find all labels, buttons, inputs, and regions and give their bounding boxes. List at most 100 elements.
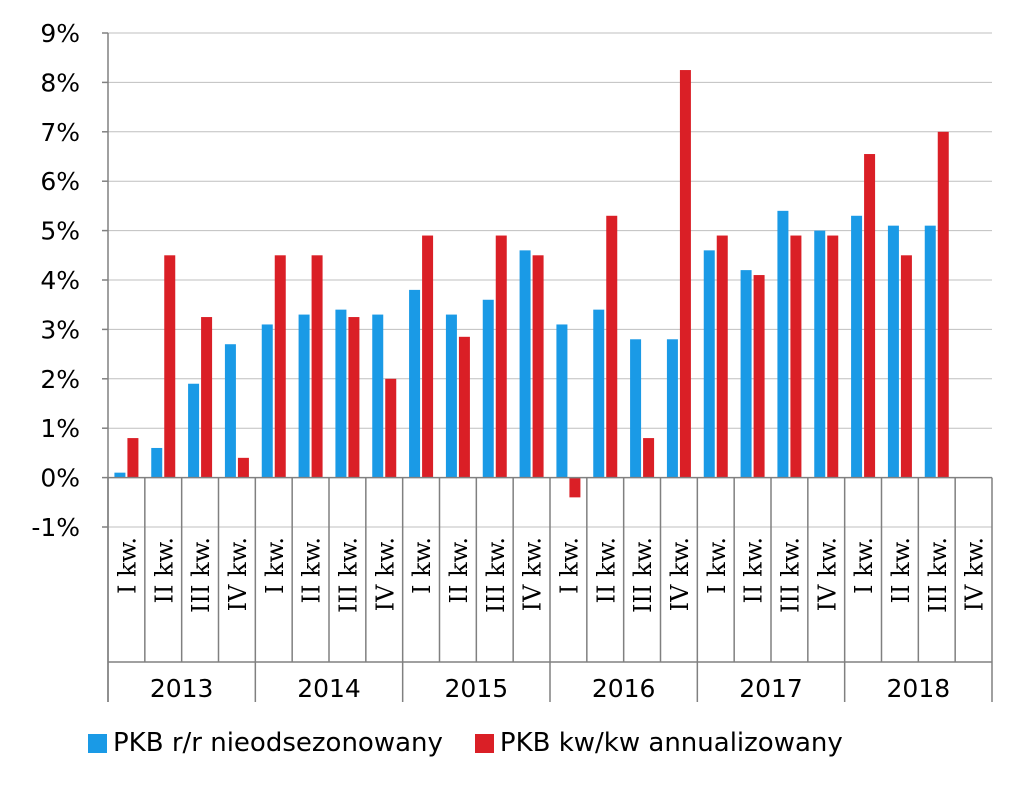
legend-item-series1[interactable]: PKB r/r nieodsezonowany — [88, 728, 443, 758]
bar-series1 — [445, 314, 457, 478]
quarter-label: II kw. — [592, 537, 620, 603]
quarter-label: III kw. — [629, 537, 657, 613]
bar-series2 — [422, 235, 434, 478]
bar-series2 — [790, 235, 802, 478]
bar-series1 — [224, 344, 236, 478]
bar-series1 — [409, 289, 421, 478]
year-label: 2017 — [739, 674, 803, 703]
bar-series1 — [188, 383, 200, 478]
quarter-label: IV kw. — [371, 537, 399, 611]
bar-series1 — [261, 324, 273, 478]
bar-series1 — [114, 472, 126, 478]
bar-series1 — [151, 447, 163, 478]
quarter-label: I kw. — [261, 537, 289, 594]
axes — [107, 33, 993, 702]
legend-label-series2: PKB kw/kw annualizowany — [499, 728, 843, 758]
x-axis-labels: I kw. II kw. III kw. IV kw. I kw. II kw. III k… — [113, 537, 988, 703]
bar-series1 — [703, 250, 715, 478]
quarter-label: III kw. — [187, 537, 215, 613]
quarter-label: II kw. — [150, 537, 178, 603]
bar-series1 — [924, 225, 936, 478]
bar-series2 — [679, 70, 691, 478]
bar-series2 — [385, 378, 397, 478]
bar-series2 — [937, 131, 949, 478]
y-tick-label: -1% — [31, 513, 80, 542]
bar-series1 — [593, 309, 605, 478]
bar-series2 — [311, 255, 323, 478]
bar-series2 — [127, 438, 139, 478]
quarter-label: II kw. — [445, 537, 473, 603]
quarter-label: I kw. — [113, 537, 141, 594]
y-tick-label: 6% — [40, 167, 80, 196]
year-label: 2014 — [297, 674, 361, 703]
grid-lines — [108, 32, 992, 528]
bar-series1 — [814, 230, 826, 478]
quarter-label: I kw. — [408, 537, 436, 594]
bar-series2 — [274, 255, 286, 478]
quarter-label: I kw. — [555, 537, 583, 594]
quarter-label: IV kw. — [666, 537, 694, 611]
bar-series1 — [335, 309, 347, 478]
bar-series2 — [827, 235, 839, 478]
quarter-label: I kw. — [703, 537, 731, 594]
bar-series2 — [864, 154, 876, 478]
y-tick-label: 7% — [40, 118, 80, 147]
legend-swatch-series1 — [88, 733, 107, 753]
bar-series1 — [482, 299, 494, 478]
quarter-label: III kw. — [924, 537, 952, 613]
y-tick-label: 3% — [40, 315, 80, 344]
bar-series2 — [532, 255, 544, 478]
quarter-label: II kw. — [740, 537, 768, 603]
legend-item-series2[interactable]: PKB kw/kw annualizowany — [474, 728, 843, 758]
bars — [114, 70, 949, 498]
bar-series2 — [495, 235, 507, 478]
bar-series2 — [164, 255, 176, 478]
y-tick-label: 4% — [40, 266, 80, 295]
y-tick-label: 8% — [40, 68, 80, 97]
bar-series1 — [666, 339, 678, 478]
quarter-label: IV kw. — [813, 537, 841, 611]
bar-series1 — [556, 324, 568, 478]
bar-series1 — [519, 250, 531, 478]
bar-series1 — [851, 215, 863, 478]
bar-series1 — [372, 314, 384, 478]
bar-chart: -1% 0% 1% 2% 3% 4% 5% 6% 7% 8% 9% I kw. II kw. III k… — [31, 19, 993, 703]
legend-label-series1: PKB r/r nieodsezonowany — [113, 728, 443, 758]
bar-series2 — [643, 438, 655, 478]
bar-series2 — [348, 317, 360, 478]
bar-series2 — [458, 336, 470, 478]
bar-series1 — [298, 314, 310, 478]
y-tick-label: 1% — [40, 414, 80, 443]
bar-series2 — [201, 317, 213, 478]
quarter-label: II kw. — [887, 537, 915, 603]
quarter-label: III kw. — [482, 537, 510, 613]
y-axis-ticks: -1% 0% 1% 2% 3% 4% 5% 6% 7% 8% 9% — [31, 19, 108, 542]
legend: PKB r/r nieodsezonowany PKB kw/kw annual… — [88, 728, 875, 758]
quarter-label: IV kw. — [961, 537, 989, 611]
quarter-label: IV kw. — [519, 537, 547, 611]
year-label: 2018 — [887, 674, 951, 703]
bar-series2 — [753, 275, 765, 478]
year-label: 2013 — [150, 674, 214, 703]
bar-series2 — [606, 215, 618, 478]
quarter-label: I kw. — [850, 537, 878, 594]
bar-series2 — [237, 457, 249, 478]
year-label: 2015 — [445, 674, 509, 703]
bar-series2 — [900, 255, 912, 478]
quarter-label: IV kw. — [224, 537, 252, 611]
bar-series1 — [630, 339, 642, 478]
quarter-label: II kw. — [298, 537, 326, 603]
bar-series1 — [740, 270, 752, 478]
y-tick-label: 0% — [40, 464, 80, 493]
quarter-label: III kw. — [776, 537, 804, 613]
bar-series2 — [716, 235, 728, 478]
y-tick-label: 5% — [40, 217, 80, 246]
bar-series1 — [777, 210, 789, 478]
bar-series2 — [569, 477, 581, 498]
quarter-label: III kw. — [334, 537, 362, 613]
bar-series1 — [887, 225, 899, 478]
y-tick-label: 2% — [40, 365, 80, 394]
legend-swatch-series2 — [474, 733, 494, 753]
y-tick-label: 9% — [40, 19, 80, 48]
year-label: 2016 — [592, 674, 656, 703]
